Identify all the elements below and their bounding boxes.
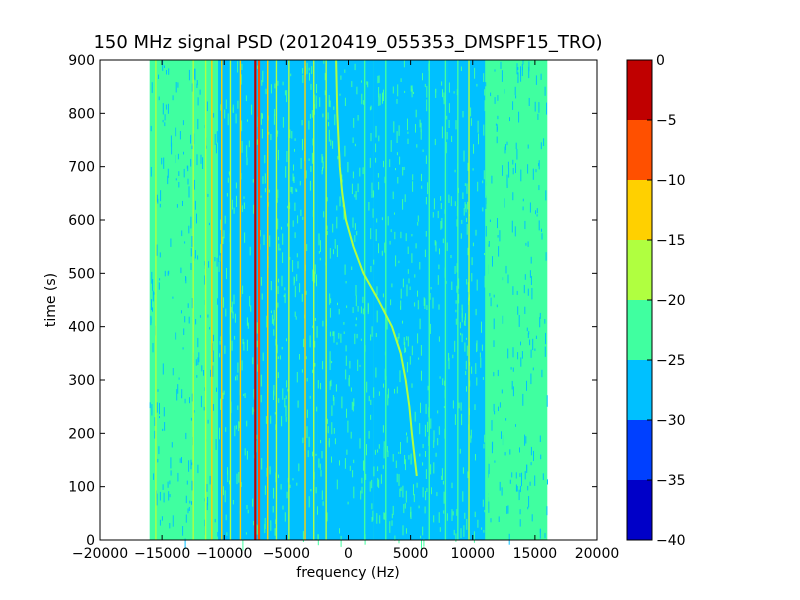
- x-tick-label: −15000: [134, 546, 190, 562]
- colorbar-segment-2: [627, 360, 652, 420]
- x-axis-label: frequency (Hz): [296, 565, 399, 581]
- heatmap-band-0: [373, 60, 448, 540]
- x-tick-label: 5000: [393, 546, 429, 562]
- colorbar: −40 −35 −30 −25 −20 −15 −10 −5 0: [626, 53, 686, 549]
- y-tick-label: 0: [86, 533, 95, 549]
- x-tick-label: 10000: [450, 546, 495, 562]
- heatmap-noise: [149, 60, 548, 551]
- y-tick-label: 600: [68, 213, 95, 229]
- y-tick-label: 400: [68, 320, 95, 336]
- colorbar-segment-3: [627, 300, 652, 360]
- y-tick-label: 100: [68, 480, 95, 496]
- x-tick-label: −20000: [72, 546, 128, 562]
- y-tick-label: 300: [68, 373, 95, 389]
- y-tick-label: 700: [68, 160, 95, 176]
- colorbar-tick-label: −20: [656, 293, 686, 309]
- y-tick-label: 500: [68, 266, 95, 282]
- x-tick-label: −10000: [196, 546, 252, 562]
- y-tick-label: 800: [68, 106, 95, 122]
- colorbar-segment-1: [627, 420, 652, 480]
- x-tick-label: −5000: [263, 546, 310, 562]
- emission-lines: [155, 60, 505, 540]
- colorbar-tick-label: −5: [656, 113, 677, 129]
- x-tick-label: 0: [344, 546, 353, 562]
- colorbar-segment-4: [627, 240, 652, 300]
- y-tick-label: 200: [68, 426, 95, 442]
- colorbar-segment-0: [627, 480, 652, 540]
- colorbar-segment-7: [627, 60, 652, 120]
- colorbar-tick-label: −30: [656, 413, 686, 429]
- x-axis: −20000 −15000 −10000 −5000 0 5000 10000 15000 20…: [72, 60, 619, 562]
- y-tick-label: 900: [68, 53, 95, 69]
- plot-area: [99, 59, 598, 551]
- chart-title: 150 MHz signal PSD (20120419_055353_DMSP…: [93, 32, 602, 53]
- colorbar-tick-label: −35: [656, 473, 686, 489]
- y-axis-label: time (s): [43, 273, 59, 327]
- doppler-track: [335, 59, 418, 477]
- x-tick-label: 20000: [575, 546, 620, 562]
- x-tick-label: 15000: [513, 546, 558, 562]
- colorbar-tick-label: 0: [656, 53, 665, 69]
- colorbar-segment-6: [627, 120, 652, 180]
- colorbar-segment-5: [627, 180, 652, 240]
- y-axis: 0 100 200 300 400 500 600 700 800 900: [68, 53, 597, 549]
- colorbar-tick-label: −40: [656, 533, 686, 549]
- colorbar-tick-label: −25: [656, 353, 686, 369]
- heatmap-band-2: [447, 60, 486, 540]
- colorbar-tick-label: −15: [656, 233, 686, 249]
- colorbar-tick-label: −10: [656, 173, 686, 189]
